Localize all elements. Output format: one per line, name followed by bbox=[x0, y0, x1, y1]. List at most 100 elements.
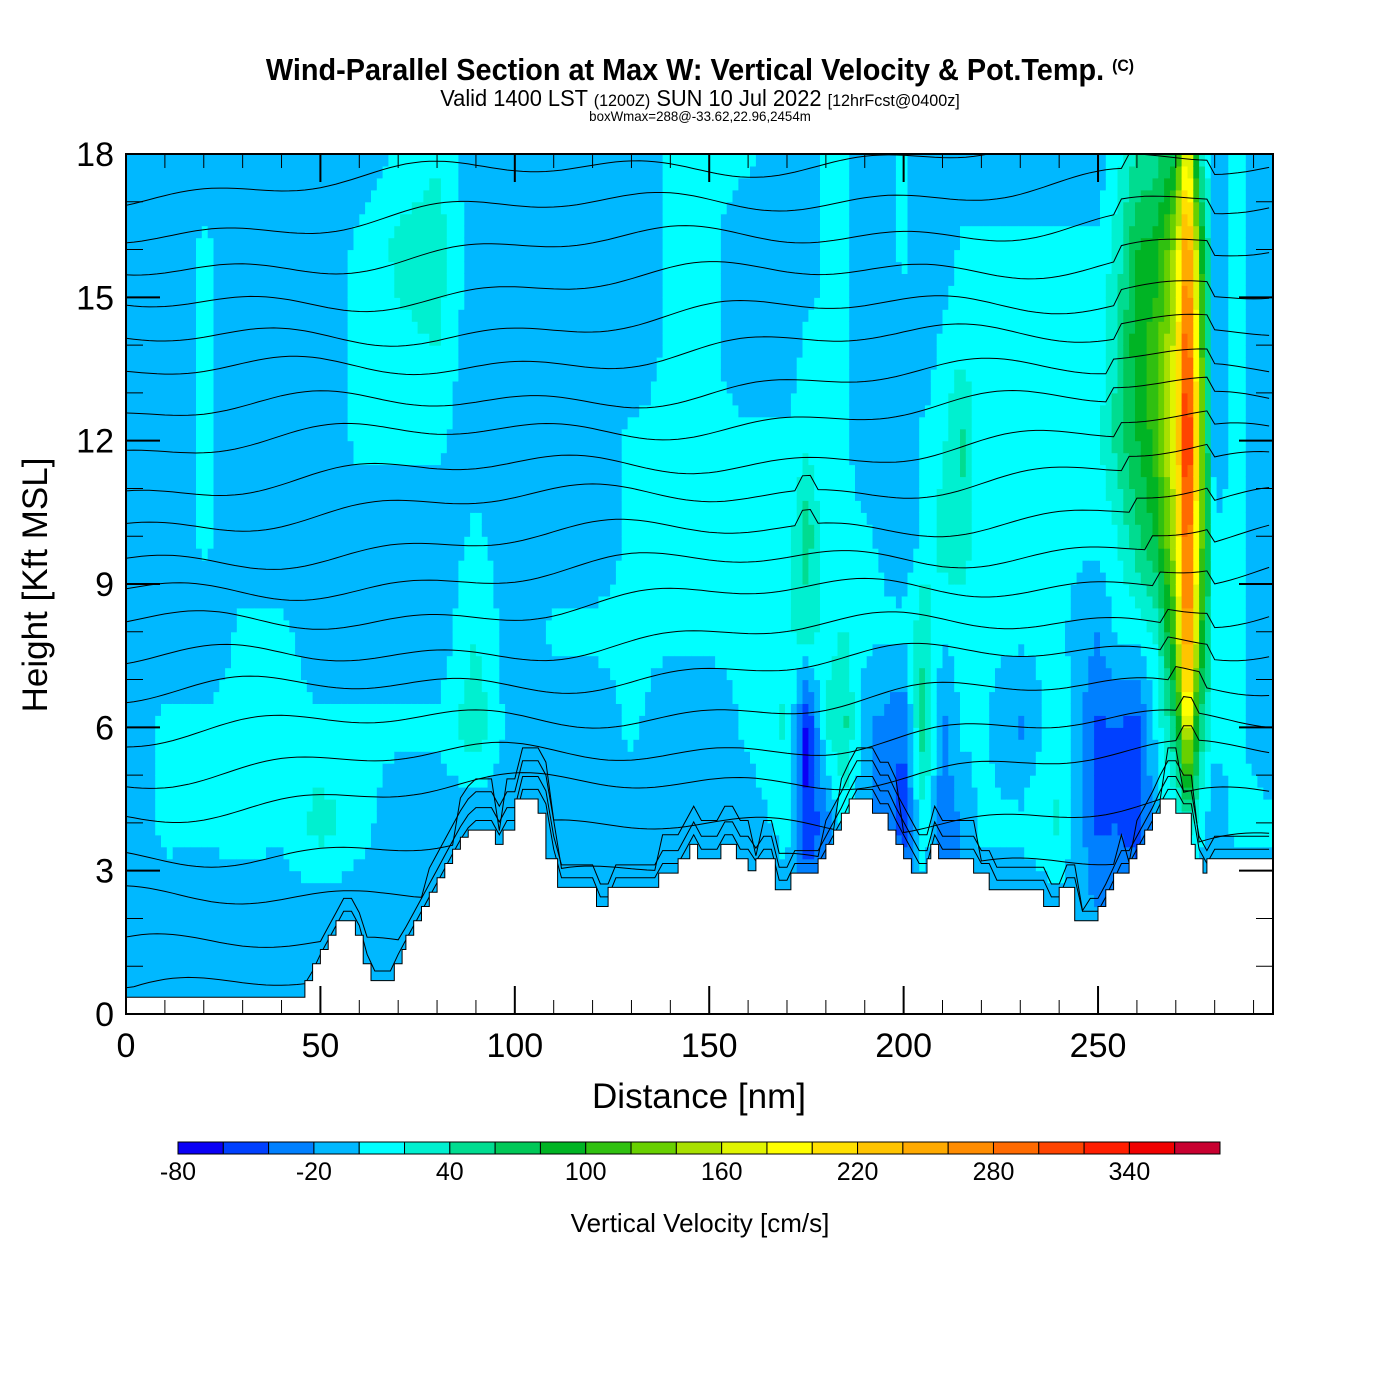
w-cell bbox=[353, 643, 360, 657]
w-cell bbox=[341, 273, 349, 286]
w-cell bbox=[225, 380, 232, 394]
w-cell bbox=[330, 309, 337, 322]
w-cell bbox=[207, 703, 215, 716]
w-cell bbox=[126, 201, 133, 215]
w-cell bbox=[137, 345, 145, 358]
w-cell bbox=[417, 369, 424, 382]
w-cell bbox=[213, 464, 220, 478]
w-cell bbox=[289, 357, 296, 370]
w-cell bbox=[371, 464, 378, 478]
w-cell bbox=[440, 476, 448, 489]
w-cell bbox=[394, 369, 401, 382]
w-cell bbox=[376, 440, 384, 454]
w-cell bbox=[306, 954, 314, 967]
w-cell bbox=[260, 679, 267, 693]
w-cell bbox=[196, 572, 203, 585]
w-cell bbox=[271, 500, 279, 513]
w-cell bbox=[481, 536, 489, 549]
w-cell bbox=[493, 464, 500, 478]
w-cell bbox=[318, 607, 325, 621]
w-cell bbox=[178, 476, 185, 489]
w-cell bbox=[301, 954, 308, 967]
w-cell bbox=[336, 369, 343, 382]
w-cell bbox=[306, 249, 314, 263]
w-cell bbox=[522, 572, 529, 585]
w-cell bbox=[470, 321, 477, 334]
w-cell bbox=[417, 392, 424, 406]
w-cell bbox=[411, 345, 419, 358]
w-cell bbox=[283, 643, 290, 657]
w-cell bbox=[312, 165, 319, 179]
w-cell bbox=[172, 369, 180, 382]
w-cell bbox=[196, 595, 203, 609]
w-cell bbox=[446, 846, 454, 860]
w-cell bbox=[429, 763, 436, 776]
w-cell bbox=[289, 524, 296, 537]
w-cell bbox=[388, 966, 395, 979]
w-cell bbox=[190, 345, 197, 358]
w-cell bbox=[225, 799, 232, 812]
w-cell bbox=[277, 165, 284, 179]
w-cell bbox=[405, 703, 413, 716]
w-cell bbox=[283, 321, 290, 334]
w-cell bbox=[516, 548, 524, 561]
w-cell bbox=[487, 631, 494, 645]
w-cell bbox=[295, 763, 302, 776]
w-cell bbox=[172, 978, 180, 991]
w-cell bbox=[499, 464, 506, 478]
w-cell bbox=[411, 882, 419, 896]
w-cell bbox=[440, 165, 448, 179]
w-cell bbox=[248, 691, 255, 704]
w-cell bbox=[371, 512, 378, 525]
w-cell bbox=[347, 560, 354, 573]
w-cell bbox=[435, 799, 442, 812]
w-cell bbox=[271, 285, 279, 298]
w-cell bbox=[417, 440, 424, 454]
w-cell bbox=[184, 476, 191, 489]
w-cell bbox=[324, 476, 331, 489]
w-cell bbox=[452, 500, 459, 513]
w-cell bbox=[330, 536, 337, 549]
w-cell bbox=[347, 249, 354, 263]
w-cell bbox=[365, 799, 372, 812]
w-cell bbox=[365, 882, 372, 896]
w-cell bbox=[429, 799, 436, 812]
w-cell bbox=[324, 297, 331, 310]
w-cell bbox=[359, 392, 366, 406]
w-cell bbox=[166, 870, 174, 884]
w-cell bbox=[131, 512, 139, 525]
w-cell bbox=[371, 882, 378, 896]
w-cell bbox=[388, 703, 395, 716]
w-cell bbox=[190, 357, 197, 370]
w-cell bbox=[295, 536, 302, 549]
w-cell bbox=[184, 894, 191, 908]
w-cell bbox=[254, 715, 261, 728]
w-cell bbox=[400, 858, 407, 872]
w-cell bbox=[341, 679, 349, 693]
w-cell bbox=[341, 369, 349, 382]
w-cell bbox=[388, 309, 395, 322]
w-cell bbox=[452, 548, 459, 561]
w-cell bbox=[201, 285, 209, 298]
w-cell bbox=[219, 249, 226, 263]
w-cell bbox=[371, 500, 378, 513]
w-cell bbox=[487, 392, 494, 406]
w-cell bbox=[493, 691, 500, 704]
w-cell bbox=[161, 261, 168, 274]
w-cell bbox=[505, 679, 512, 693]
w-cell bbox=[155, 488, 162, 501]
w-cell bbox=[487, 810, 494, 824]
w-cell bbox=[324, 369, 331, 382]
w-cell bbox=[452, 404, 459, 418]
w-cell bbox=[260, 464, 267, 478]
w-cell bbox=[137, 787, 145, 800]
w-cell bbox=[336, 464, 343, 478]
w-cell bbox=[347, 894, 354, 908]
w-cell bbox=[365, 213, 372, 227]
w-cell bbox=[499, 667, 506, 681]
w-cell bbox=[446, 751, 454, 764]
w-cell bbox=[411, 691, 419, 704]
w-cell bbox=[440, 416, 448, 430]
w-cell bbox=[266, 285, 273, 298]
w-cell bbox=[452, 822, 459, 836]
